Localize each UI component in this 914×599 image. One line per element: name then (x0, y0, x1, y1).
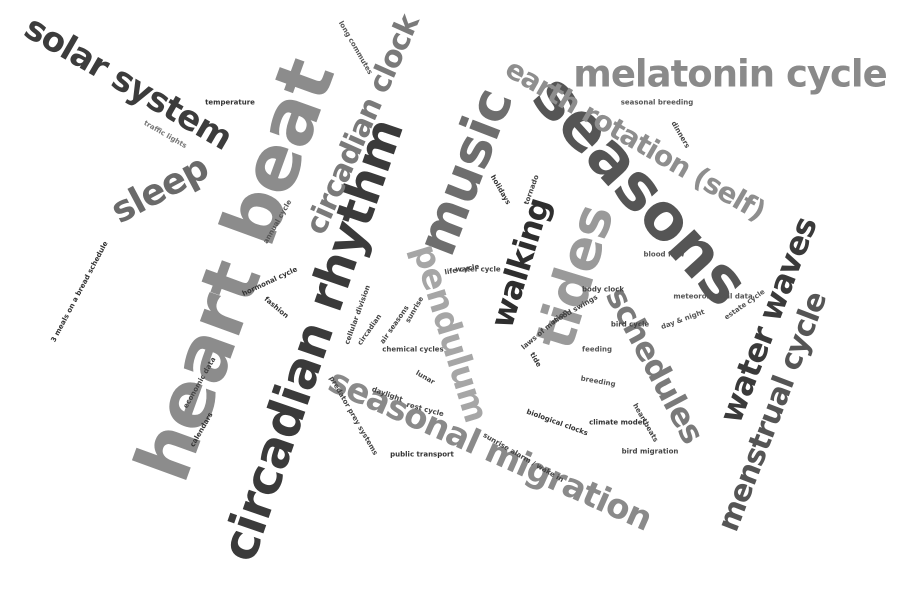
cloud-word: breeding (579, 374, 617, 389)
cloud-word: melatonin cycle (573, 52, 887, 96)
cloud-word: lunar (414, 368, 437, 387)
cloud-word: climate model (589, 418, 645, 427)
cloud-word: day & night (659, 307, 706, 332)
cloud-word: music (404, 80, 525, 264)
cloud-word: body clock (582, 285, 624, 294)
cloud-word: solar system (17, 7, 239, 159)
cloud-word: long commutes (336, 19, 375, 76)
cloud-word: feeding (582, 345, 612, 354)
cloud-word: bird migration (621, 447, 679, 456)
cloud-word: chemical cycles (382, 345, 444, 354)
cloud-word: blood flow (643, 250, 685, 259)
cloud-word: tide (528, 351, 543, 369)
cloud-word: sleep (104, 147, 216, 232)
cloud-word: temperature (205, 98, 255, 107)
cloud-word: 3 meals on a bread schedule (49, 239, 110, 344)
cloud-word: water cycle (455, 265, 501, 274)
cloud-word: holidays (488, 173, 513, 206)
cloud-word: public transport (390, 450, 454, 459)
cloud-word: seasonal breeding (620, 98, 694, 107)
cloud-word: meteorological data (673, 292, 753, 301)
cloud-word: air seasons (378, 304, 411, 346)
cloud-word: biological clocks (525, 407, 590, 438)
cloud-word: bird cycle (610, 320, 650, 329)
